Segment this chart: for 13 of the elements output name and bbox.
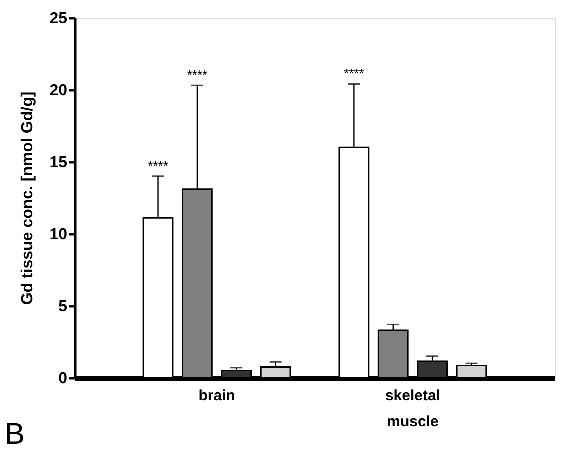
y-tick-label: 10: [50, 226, 68, 244]
annotation: ****: [344, 66, 364, 82]
text: B: [5, 418, 26, 451]
x-tick-label: skeletal muscle: [385, 388, 440, 430]
y-axis-title: Gd tissue conc. [nmol Gd/g]: [20, 92, 37, 306]
y-tick-label: 0: [58, 370, 68, 388]
x-tick-label: brain: [198, 388, 236, 404]
y-tick-label: 25: [50, 10, 68, 28]
y-tick-label: 5: [58, 298, 68, 316]
y-tick-label: 15: [50, 154, 68, 172]
annotation: ****: [148, 158, 168, 174]
y-tick-label: 20: [50, 82, 68, 100]
annotation: ****: [187, 68, 208, 83]
